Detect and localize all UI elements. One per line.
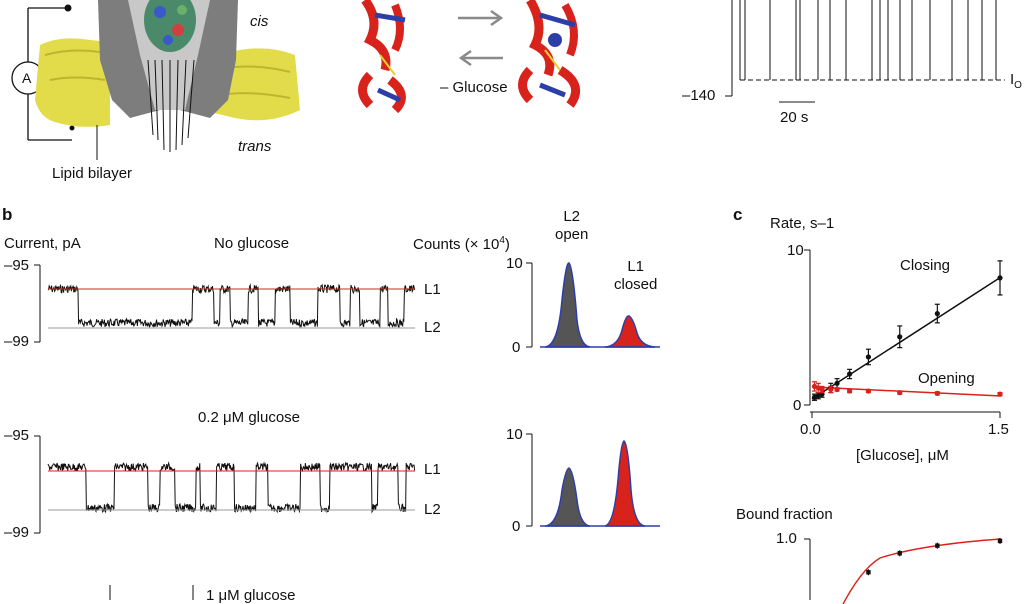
hist1-ytick-bottom: 0 (512, 339, 521, 356)
wire-terminal-top (64, 4, 72, 12)
trace-no-glucose-path (47, 283, 416, 329)
trace-condition-0-2uM: 0.2 μM glucose (198, 409, 301, 426)
hist-ylabel: Counts (× 104) (413, 235, 510, 253)
rate-point-closing (865, 354, 872, 360)
rate-point-opening (847, 388, 853, 394)
panel-c-letter: c (733, 205, 743, 224)
wire-terminal-bottom (69, 125, 75, 131)
rate-point-closing (997, 275, 1003, 281)
glucose-removal-label: – Glucose (440, 79, 508, 96)
trace-no-glucose (47, 283, 416, 329)
rate-point-closing (847, 371, 853, 377)
trans-label: trans (238, 138, 272, 155)
trace1-ytick-top: –95 (4, 257, 30, 274)
bound-point (935, 543, 940, 548)
histogram-0-2uM (540, 440, 660, 527)
trace1-ytick-bottom: –99 (4, 333, 30, 350)
rate-point-opening (997, 391, 1003, 397)
trace2-ytick-top: –95 (4, 427, 30, 444)
transition-arrows (458, 9, 504, 67)
bound-fit-curve (842, 538, 1001, 604)
opening-series-label: Opening (918, 370, 975, 387)
protein-structure-open (518, 0, 581, 108)
ion-flow-arrows (147, 59, 195, 152)
rate-point-opening (819, 386, 825, 393)
rate-ytick-top: 10 (787, 242, 804, 259)
hist2-ytick-bottom: 0 (512, 518, 521, 535)
trace-a-ytick: –140 (682, 87, 716, 104)
trace1-l2-label: L2 (424, 319, 441, 336)
panel-b-letter: b (2, 205, 13, 224)
rate-point-opening (865, 388, 872, 394)
bound-point (866, 570, 871, 575)
rate-point-closing (834, 380, 840, 386)
trace2-l1-label: L1 (424, 461, 441, 478)
histogram-no-glucose (540, 262, 660, 348)
scale-bar-label: 20 s (780, 109, 809, 126)
opening-fit-line (811, 386, 1002, 397)
trace-a-spikes (739, 0, 997, 80)
panel-b-ylabel: Current, pA (4, 235, 81, 252)
trace-0-2uM-path (47, 461, 416, 514)
bound-ytick: 1.0 (776, 530, 797, 547)
rate-point-closing (934, 310, 940, 317)
cis-label: cis (250, 13, 269, 30)
trace-condition-1uM: 1 μM glucose (206, 587, 296, 604)
rate-xtick-right: 1.5 (988, 421, 1009, 438)
closing-series-label: Closing (900, 257, 951, 274)
circuit-wires (27, 7, 72, 141)
rate-point-opening (934, 390, 940, 396)
rate-point-closing (897, 334, 903, 340)
bound-point (997, 538, 1003, 544)
hist-l2-label: L2 open (555, 208, 589, 243)
bound-fraction-label: Bound fraction (736, 506, 833, 523)
rate-xlabel: [Glucose], μM (856, 447, 949, 464)
hist1-ytick-top: 10 (506, 255, 523, 272)
pore-protein (98, 0, 238, 118)
trace-condition-no-glucose: No glucose (214, 235, 290, 252)
trace2-ytick-bottom: –99 (4, 524, 30, 541)
trace1-l1-label: L1 (424, 281, 441, 298)
rate-ytick-bottom: 0 (793, 397, 802, 414)
lipid-bilayer-label: Lipid bilayer (52, 165, 133, 182)
bound-point (897, 551, 902, 556)
rate-point-opening (897, 390, 903, 396)
rate-point-opening (828, 386, 834, 393)
hist-l1-label: L1 closed (614, 258, 658, 293)
ammeter-label: A (22, 70, 32, 86)
rate-point-opening (834, 386, 840, 393)
trace-0-2uM (47, 461, 416, 514)
closing-fit-line (811, 276, 1002, 400)
io-level-label: IO (1010, 71, 1022, 91)
hist2-ytick-top: 10 (506, 426, 523, 443)
protein-structure-closed (358, 0, 406, 114)
rate-xtick-left: 0.0 (800, 421, 821, 438)
rate-ylabel: Rate, s–1 (770, 215, 835, 232)
trace2-l2-label: L2 (424, 501, 441, 518)
